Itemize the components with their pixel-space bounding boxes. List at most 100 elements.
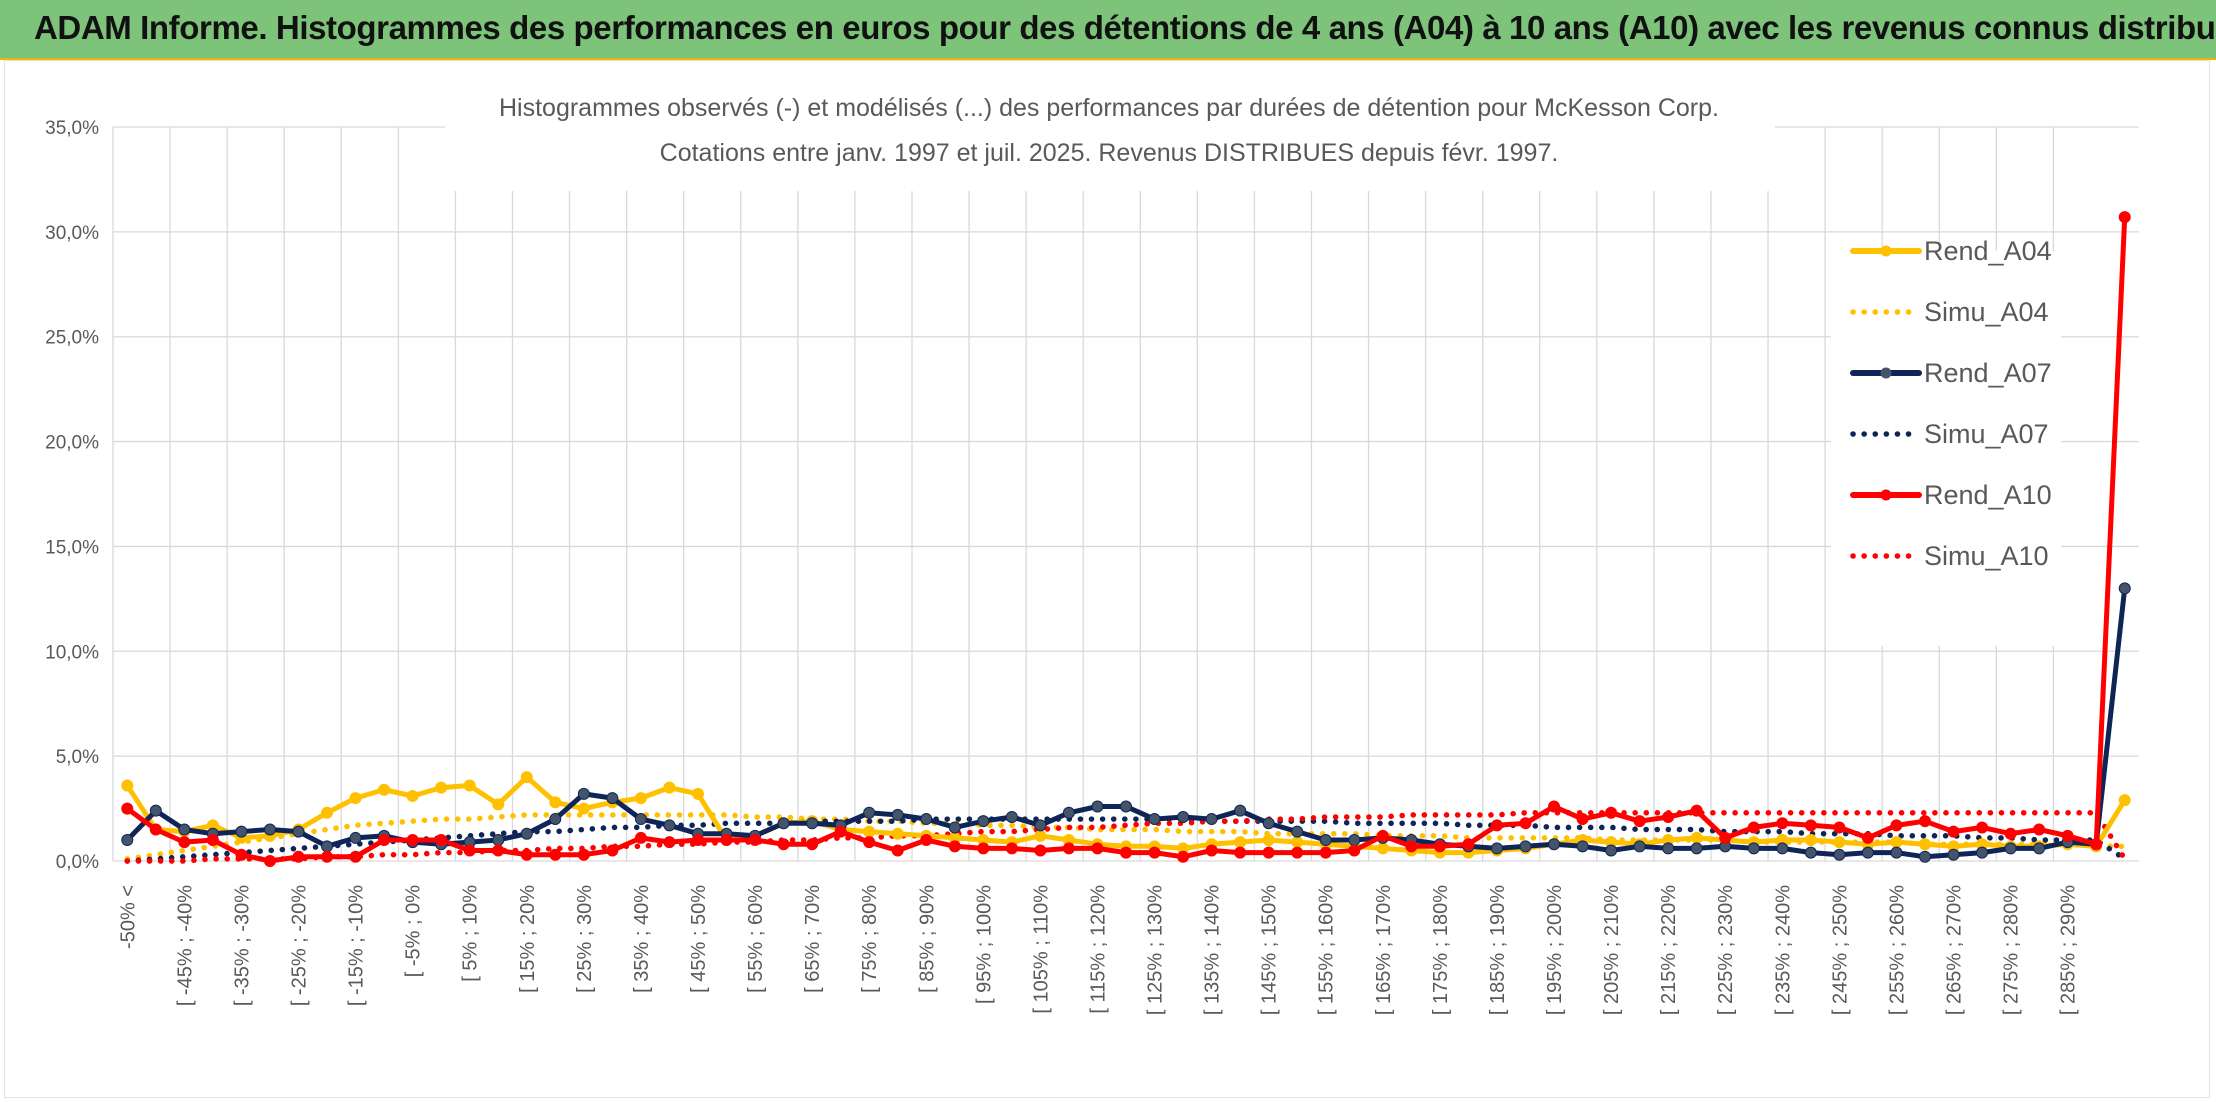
data-point-rend_a10 [1405,840,1418,853]
data-point-rend_a04 [691,787,704,800]
data-point-rend_a07 [1861,846,1874,859]
y-tick-label: 0,0% [56,852,99,873]
data-point-rend_a10 [2033,823,2046,836]
data-point-rend_a10 [1433,840,1446,853]
data-point-rend_a04 [406,789,419,802]
data-point-rend_a10 [1234,846,1247,859]
data-point-rend_a10 [1490,819,1503,832]
data-point-rend_a10 [520,848,533,861]
y-tick-label: 10,0% [45,642,99,663]
data-point-rend_a07 [863,806,876,819]
data-point-rend_a10 [1034,844,1047,857]
data-point-rend_a04 [549,796,562,809]
x-tick-label: [ 175% ; 180% [1430,885,1452,1015]
data-point-rend_a10 [634,831,647,844]
data-point-rend_a10 [691,834,704,847]
legend-label-simu_a04: Simu_A04 [1924,297,2049,327]
data-point-rend_a07 [977,815,990,828]
legend-background [1831,251,2061,646]
data-point-rend_a10 [463,844,476,857]
x-tick-label: [ 145% ; 150% [1259,885,1281,1015]
data-point-rend_a07 [1576,840,1589,853]
chart-title: Histogrammes observés (-) et modélisés (… [499,94,1719,122]
data-point-rend_a07 [1234,804,1247,817]
data-point-rend_a04 [1034,829,1047,842]
x-tick-label: [ 135% ; 140% [1202,885,1224,1015]
data-point-rend_a07 [1034,819,1047,832]
x-tick-label: [ 285% ; 290% [2058,885,2080,1015]
series-line-simu_a07 [124,816,2128,864]
data-point-rend_a10 [777,838,790,851]
data-point-rend_a10 [977,842,990,855]
data-point-rend_a07 [1348,834,1361,847]
data-point-rend_a07 [777,817,790,830]
data-point-rend_a07 [1519,840,1532,853]
data-point-rend_a10 [1462,838,1475,851]
x-tick-label: [ 15% ; 20% [517,885,539,993]
data-point-rend_a07 [321,840,334,853]
x-tick-label: [ -15% ; -10% [346,885,368,1006]
data-point-rend_a07 [1490,842,1503,855]
data-point-rend_a10 [1120,846,1132,859]
data-point-rend_a10 [435,834,448,847]
data-point-rend_a07 [634,813,647,826]
data-point-rend_a10 [1662,810,1675,823]
data-point-rend_a10 [378,834,391,847]
data-point-rend_a07 [520,827,533,840]
data-point-rend_a10 [1890,819,1903,832]
data-point-rend_a10 [834,825,847,838]
data-point-rend_a10 [1576,813,1589,826]
x-tick-label: [ -25% ; -20% [288,885,310,1006]
chart-area: 0,0% 5,0% 10,0% 15,0% 20,0% 25,0% 30,0% 35,0% -… [4,60,2210,1098]
data-point-rend_a07 [948,821,961,834]
x-tick-label: [ 235% ; 240% [1772,885,1794,1015]
data-point-rend_a10 [920,834,933,847]
x-tick-label: [ 65% ; 70% [802,885,824,993]
data-point-rend_a04 [1376,842,1389,855]
data-point-rend_a10 [948,840,961,853]
x-axis-ticks: -50% < [ -45% ; -40% [ -35% ; -30% [ -25% ;… [117,885,2079,1015]
data-point-rend_a07 [1005,810,1018,823]
data-point-rend_a04 [634,792,647,805]
data-point-rend_a10 [2061,829,2074,842]
data-point-rend_a10 [663,836,676,849]
data-point-rend_a07 [292,825,305,838]
data-point-rend_a07 [1833,848,1846,861]
data-point-rend_a04 [1291,836,1304,849]
x-tick-label: [ 245% ; 250% [1829,885,1851,1015]
x-tick-label: [ 45% ; 50% [688,885,710,993]
x-tick-label: [ 125% ; 130% [1145,885,1167,1015]
x-tick-label: [ 5% ; 10% [460,885,482,982]
x-tick-label: [ 265% ; 270% [1944,885,1966,1015]
data-point-rend_a10 [1348,844,1361,857]
data-point-rend_a04 [349,792,362,805]
data-point-rend_a04 [520,771,533,784]
data-point-rend_a10 [206,834,219,847]
data-point-rend_a10 [2090,838,2103,851]
x-tick-label: [ 195% ; 200% [1544,885,1566,1015]
legend-marker-rend_a10 [1880,489,1892,501]
data-point-rend_a10 [292,850,305,863]
x-tick-label: [ -45% ; -40% [174,885,196,1006]
data-point-rend_a07 [2033,842,2046,855]
x-tick-label: [ 155% ; 160% [1316,885,1338,1015]
data-point-rend_a07 [121,834,134,847]
data-point-rend_a10 [1091,842,1104,855]
legend-marker-rend_a07 [1880,367,1892,379]
data-point-rend_a04 [1833,836,1846,849]
x-tick-label: [ -35% ; -30% [231,885,253,1006]
legend-label-rend_a07: Rend_A07 [1924,358,2052,388]
data-point-rend_a04 [378,783,391,796]
data-point-rend_a07 [178,823,191,836]
data-point-rend_a04 [1890,836,1903,849]
x-tick-label: [ 55% ; 60% [745,885,767,993]
data-point-rend_a10 [1804,819,1817,832]
data-point-rend_a10 [1690,804,1703,817]
gridlines [112,126,2139,862]
data-point-rend_a10 [1148,846,1161,859]
data-point-rend_a10 [549,848,562,861]
title-background [445,83,1775,191]
data-point-rend_a10 [720,834,733,847]
data-point-rend_a07 [492,834,505,847]
x-tick-label: [ 115% ; 120% [1087,885,1109,1014]
